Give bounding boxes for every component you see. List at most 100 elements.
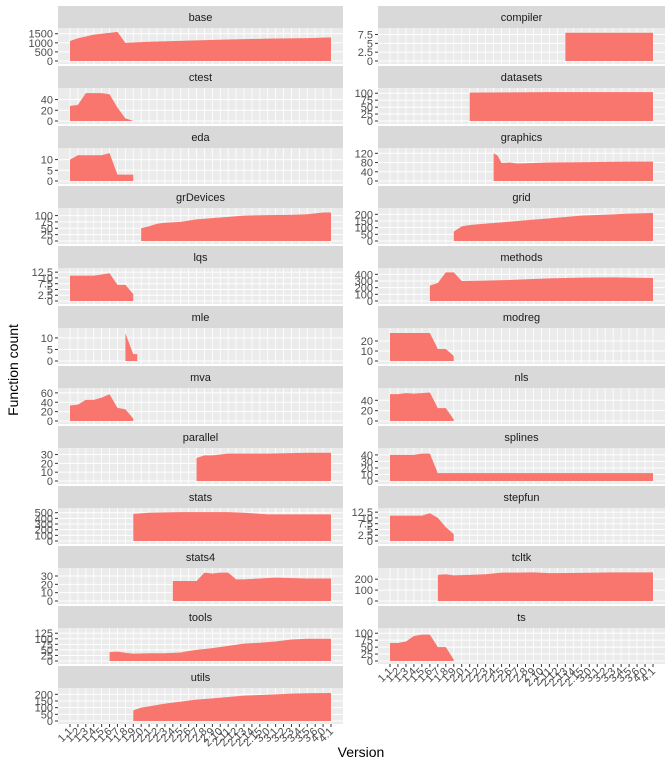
y-tick-label: 75 [41,639,53,651]
area-stats [133,512,331,541]
y-tick-label: 50 [41,709,53,721]
y-tick-label: 0 [367,416,373,428]
facet-strip [378,66,665,88]
area-tools [109,638,331,661]
y-tick-label: 1500 [29,29,53,41]
y-tick-label: 80 [361,158,373,170]
area-parallel [196,452,331,481]
facet-strip [58,246,343,268]
y-tick-label: 50 [361,229,373,241]
y-tick-label: 0 [367,56,373,68]
y-tick-label: 10 [361,513,373,525]
area-compiler [565,32,653,61]
y-tick-label: 50 [41,645,53,657]
y-tick-label: 200 [35,525,53,537]
panel-background [58,328,343,364]
facet-strip-label: grid [512,192,530,204]
y-tick-label: 30 [41,571,53,583]
y-tick-label: 0 [367,476,373,488]
y-axis-title: Function count [5,324,21,416]
y-tick-label: 0 [367,116,373,128]
facet-strip-label: mle [192,312,210,324]
panels-layer: base050010001500compiler02.557.5ctest020… [29,6,665,728]
y-tick-label: 0 [47,536,53,548]
facet-strip-label: grDevices [176,192,225,204]
y-tick-label: 5 [367,524,373,536]
area-mle [125,333,138,361]
area-ts [390,634,454,661]
facet-strip-label: splines [504,432,539,444]
y-tick-label: 75 [41,217,53,229]
facet-strip [378,306,665,328]
area-stepfun [390,513,454,541]
facet-strip [378,546,665,568]
area-eda [70,153,134,181]
y-tick-label: 60 [41,388,53,400]
y-tick-label: 5 [47,284,53,296]
y-tick-label: 30 [41,450,53,462]
y-tick-label: 40 [41,95,53,107]
y-tick-label: 12.5 [352,507,373,519]
y-tick-label: 50 [361,642,373,654]
facet-strip [378,6,665,28]
facet-strip-label: utils [191,672,211,684]
facet-strip [58,186,343,208]
y-tick-label: 120 [355,148,373,160]
y-tick-label: 40 [361,167,373,179]
x-axis-title: Version [338,744,385,760]
area-graphics [493,153,653,181]
y-tick-label: 0 [367,656,373,668]
facet-strip [58,306,343,328]
y-tick-label: 20 [361,463,373,475]
y-tick-label: 150 [35,696,53,708]
facet-strip [378,126,665,148]
y-tick-label: 7.5 [358,30,373,42]
area-grDevices [141,212,331,241]
y-tick-label: 100 [35,211,53,223]
area-lqs [70,273,134,301]
y-tick-label: 400 [355,269,373,281]
y-tick-label: 25 [361,109,373,121]
facet-strip [58,546,343,568]
y-tick-label: 25 [41,650,53,662]
facet-strip [378,426,665,448]
area-nls [390,392,454,421]
y-tick-label: 0 [367,356,373,368]
facet-strip-label: base [189,12,213,24]
y-tick-label: 40 [361,395,373,407]
y-tick-label: 200 [355,209,373,221]
y-tick-label: 0 [47,356,53,368]
area-ctest [70,93,134,121]
y-tick-label: 0 [367,296,373,308]
facet-strip-label: mva [190,372,212,384]
y-tick-label: 30 [361,456,373,468]
y-tick-label: 200 [355,574,373,586]
facet-strip [58,66,343,88]
y-tick-label: 400 [35,513,53,525]
y-tick-label: 1000 [29,38,53,50]
y-tick-label: 25 [41,230,53,242]
y-tick-label: 100 [355,289,373,301]
area-base [70,31,331,61]
y-tick-label: 25 [361,649,373,661]
facet-strip-label: compiler [501,12,543,24]
y-tick-label: 40 [361,450,373,462]
area-splines [390,453,653,481]
y-tick-label: 40 [41,397,53,409]
y-tick-label: 50 [41,223,53,235]
y-tick-label: 20 [41,105,53,117]
